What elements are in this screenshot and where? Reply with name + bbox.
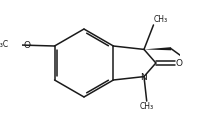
Polygon shape bbox=[144, 47, 171, 50]
Text: CH₃: CH₃ bbox=[140, 102, 154, 111]
Text: O: O bbox=[23, 41, 30, 50]
Text: H₃C: H₃C bbox=[0, 40, 8, 49]
Text: N: N bbox=[140, 73, 147, 82]
Text: O: O bbox=[176, 58, 183, 68]
Text: CH₃: CH₃ bbox=[154, 15, 168, 24]
